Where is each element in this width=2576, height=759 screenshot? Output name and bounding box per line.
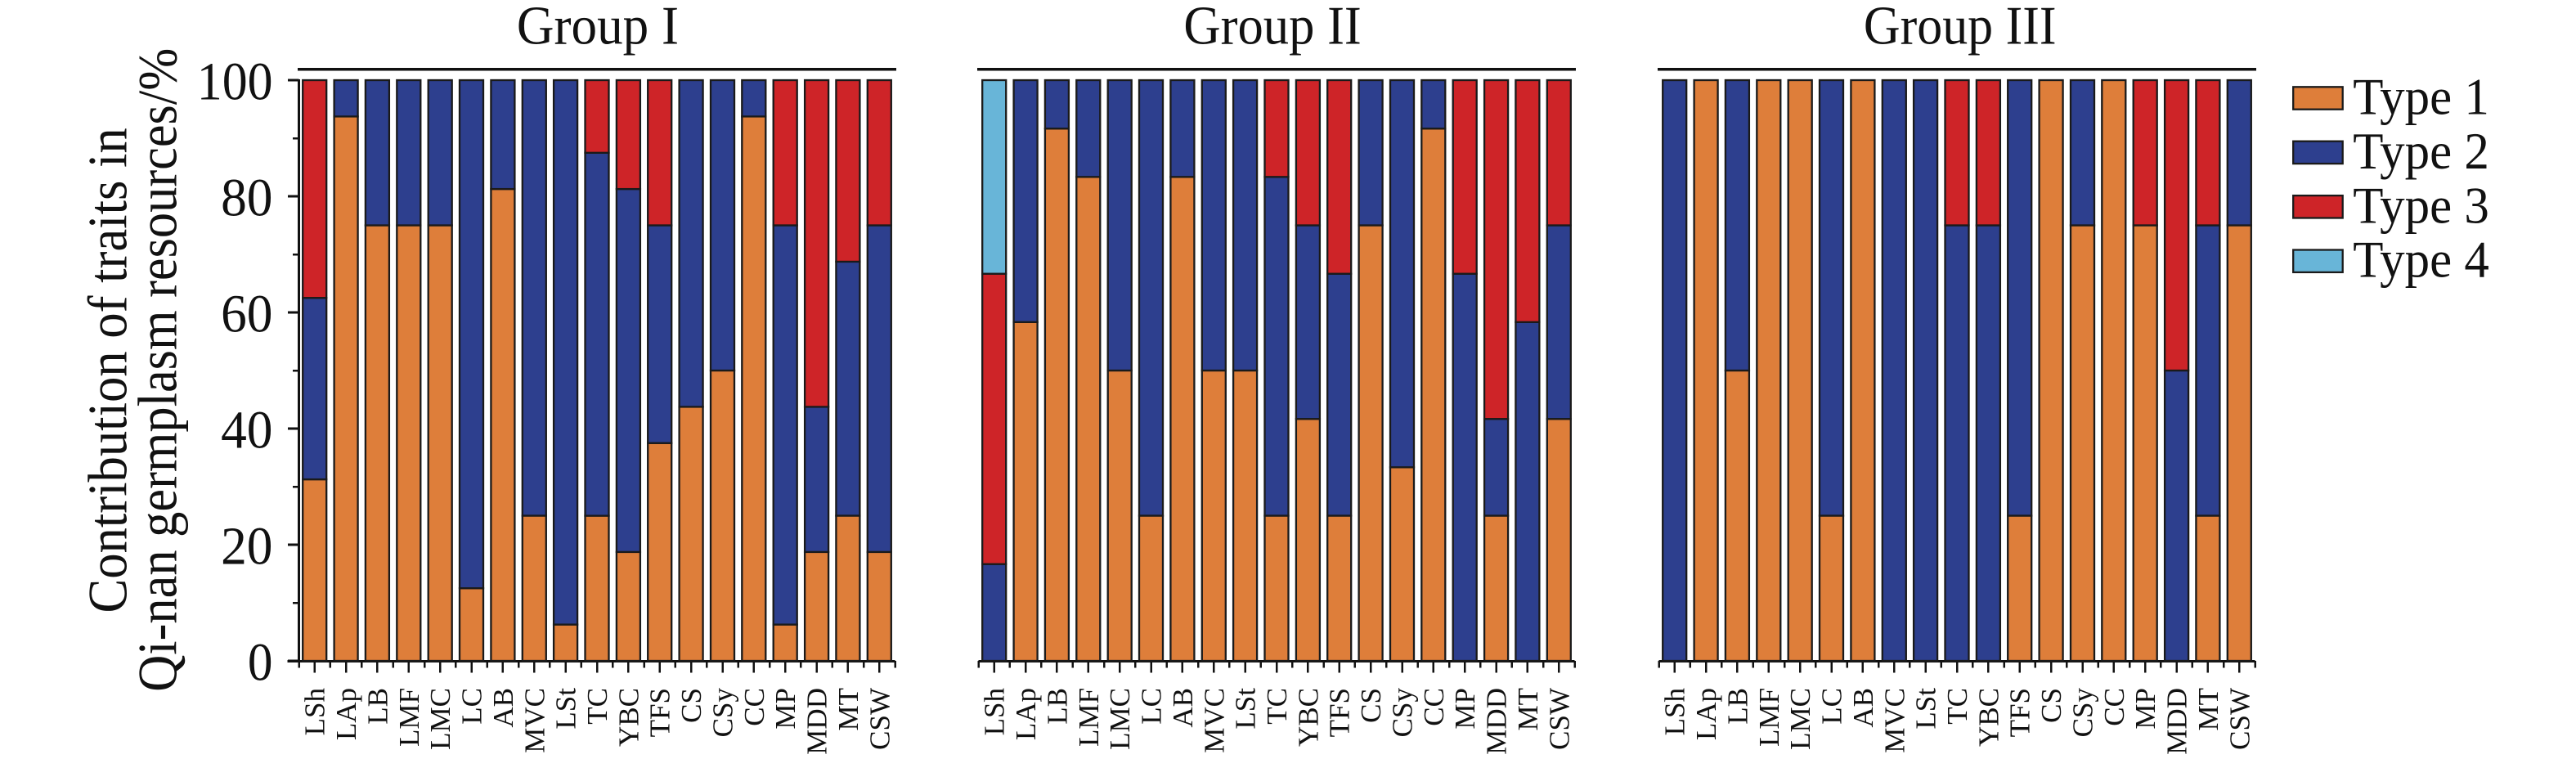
svg-text:LB: LB — [361, 688, 393, 725]
svg-text:CS: CS — [1355, 688, 1387, 723]
svg-text:LAp: LAp — [330, 688, 362, 740]
svg-text:MP: MP — [2129, 688, 2161, 730]
svg-text:YBC: YBC — [1972, 688, 2004, 747]
svg-text:CC: CC — [738, 688, 770, 726]
svg-text:MP: MP — [1449, 688, 1481, 730]
svg-text:MDD: MDD — [2161, 688, 2193, 755]
svg-text:60: 60 — [221, 285, 272, 344]
svg-text:Group II: Group II — [1183, 0, 1361, 56]
svg-text:LSh: LSh — [1659, 688, 1691, 736]
svg-text:80: 80 — [221, 168, 272, 228]
svg-text:TFS: TFS — [644, 688, 676, 737]
svg-text:Qi-nan germplasm resources/%: Qi-nan germplasm resources/% — [127, 48, 189, 692]
svg-text:LSt: LSt — [550, 688, 582, 730]
svg-text:LSt: LSt — [1230, 688, 1262, 730]
svg-text:LB: LB — [1721, 688, 1753, 725]
svg-text:MT: MT — [832, 688, 864, 731]
svg-text:LAp: LAp — [1690, 688, 1722, 740]
svg-text:LMF: LMF — [393, 688, 425, 747]
svg-text:LAp: LAp — [1010, 688, 1042, 740]
svg-text:YBC: YBC — [613, 688, 644, 747]
svg-text:LC: LC — [1136, 688, 1168, 725]
svg-text:LSt: LSt — [1910, 688, 1942, 730]
svg-text:LMC: LMC — [1784, 688, 1816, 750]
svg-text:TC: TC — [1941, 688, 1973, 725]
svg-text:CSW: CSW — [864, 688, 895, 750]
svg-text:AB: AB — [1847, 688, 1879, 728]
svg-text:Type 2: Type 2 — [2353, 123, 2489, 180]
svg-text:LSh: LSh — [299, 688, 331, 736]
svg-text:Type 4: Type 4 — [2353, 231, 2489, 289]
svg-text:CSW: CSW — [2224, 688, 2255, 750]
svg-text:LC: LC — [456, 688, 488, 725]
svg-text:TC: TC — [1261, 688, 1293, 725]
svg-text:Group I: Group I — [517, 0, 679, 56]
svg-text:20: 20 — [221, 517, 272, 577]
svg-text:MVC: MVC — [1878, 688, 1910, 753]
svg-text:LMF: LMF — [1073, 688, 1105, 747]
svg-text:CSy: CSy — [2067, 688, 2099, 738]
svg-text:Type 1: Type 1 — [2353, 69, 2489, 126]
svg-text:MDD: MDD — [1481, 688, 1513, 755]
svg-text:CSy: CSy — [1387, 688, 1419, 738]
svg-text:MT: MT — [2192, 688, 2224, 731]
svg-text:AB: AB — [487, 688, 519, 728]
svg-text:CS: CS — [2035, 688, 2067, 723]
svg-text:Type 3: Type 3 — [2353, 177, 2489, 234]
svg-text:MT: MT — [1512, 688, 1544, 731]
svg-text:TFS: TFS — [1324, 688, 1356, 737]
svg-text:40: 40 — [221, 401, 272, 460]
svg-text:YBC: YBC — [1292, 688, 1324, 747]
svg-text:CSy: CSy — [707, 688, 739, 738]
svg-text:CC: CC — [1418, 688, 1450, 726]
svg-text:LSh: LSh — [979, 688, 1011, 736]
svg-text:Group III: Group III — [1864, 0, 2057, 56]
svg-text:AB: AB — [1167, 688, 1199, 728]
svg-text:LB: LB — [1041, 688, 1073, 725]
svg-text:CC: CC — [2098, 688, 2130, 726]
svg-text:0: 0 — [248, 633, 273, 693]
svg-text:MVC: MVC — [518, 688, 550, 753]
svg-text:LMF: LMF — [1753, 688, 1785, 747]
svg-text:CS: CS — [675, 688, 707, 723]
svg-text:LC: LC — [1816, 688, 1848, 725]
svg-text:LMC: LMC — [424, 688, 456, 750]
svg-text:MVC: MVC — [1198, 688, 1230, 753]
svg-text:TC: TC — [581, 688, 613, 725]
svg-text:Contribution of traits in: Contribution of traits in — [76, 128, 138, 613]
svg-text:TFS: TFS — [2004, 688, 2036, 737]
svg-text:MP: MP — [770, 688, 801, 730]
svg-text:MDD: MDD — [801, 688, 833, 755]
svg-text:100: 100 — [197, 52, 273, 112]
svg-text:CSW: CSW — [1543, 688, 1575, 750]
svg-text:LMC: LMC — [1104, 688, 1136, 750]
